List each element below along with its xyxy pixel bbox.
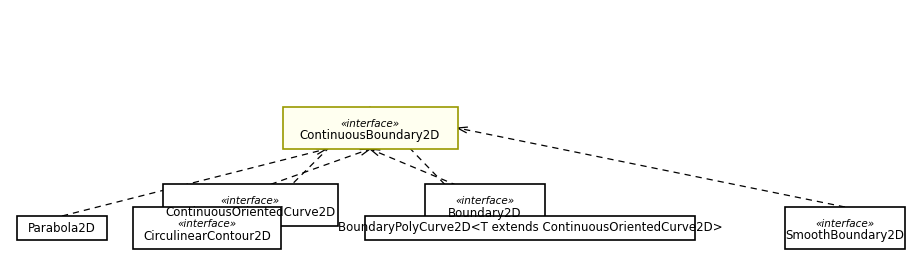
Text: ContinuousOrientedCurve2D: ContinuousOrientedCurve2D	[165, 206, 335, 219]
Text: «interface»: «interface»	[815, 219, 875, 229]
Bar	[365, 216, 695, 240]
Bar	[133, 207, 281, 249]
Bar	[425, 184, 545, 226]
Text: ContinuousBoundary2D: ContinuousBoundary2D	[300, 130, 440, 142]
Text: «interface»: «interface»	[220, 196, 280, 206]
Text: Parabola2D: Parabola2D	[28, 221, 96, 234]
Text: Boundary2D: Boundary2D	[448, 206, 522, 219]
Text: CirculinearContour2D: CirculinearContour2D	[143, 229, 271, 242]
Text: «interface»: «interface»	[177, 219, 237, 229]
Bar	[785, 207, 905, 249]
Bar	[282, 107, 458, 149]
Text: SmoothBoundary2D: SmoothBoundary2D	[786, 229, 904, 242]
Bar	[17, 216, 107, 240]
Text: «interface»: «interface»	[456, 196, 514, 206]
Text: «interface»: «interface»	[340, 119, 400, 129]
Text: BoundaryPolyCurve2D<T extends ContinuousOrientedCurve2D>: BoundaryPolyCurve2D<T extends Continuous…	[337, 221, 723, 234]
Bar	[162, 184, 337, 226]
